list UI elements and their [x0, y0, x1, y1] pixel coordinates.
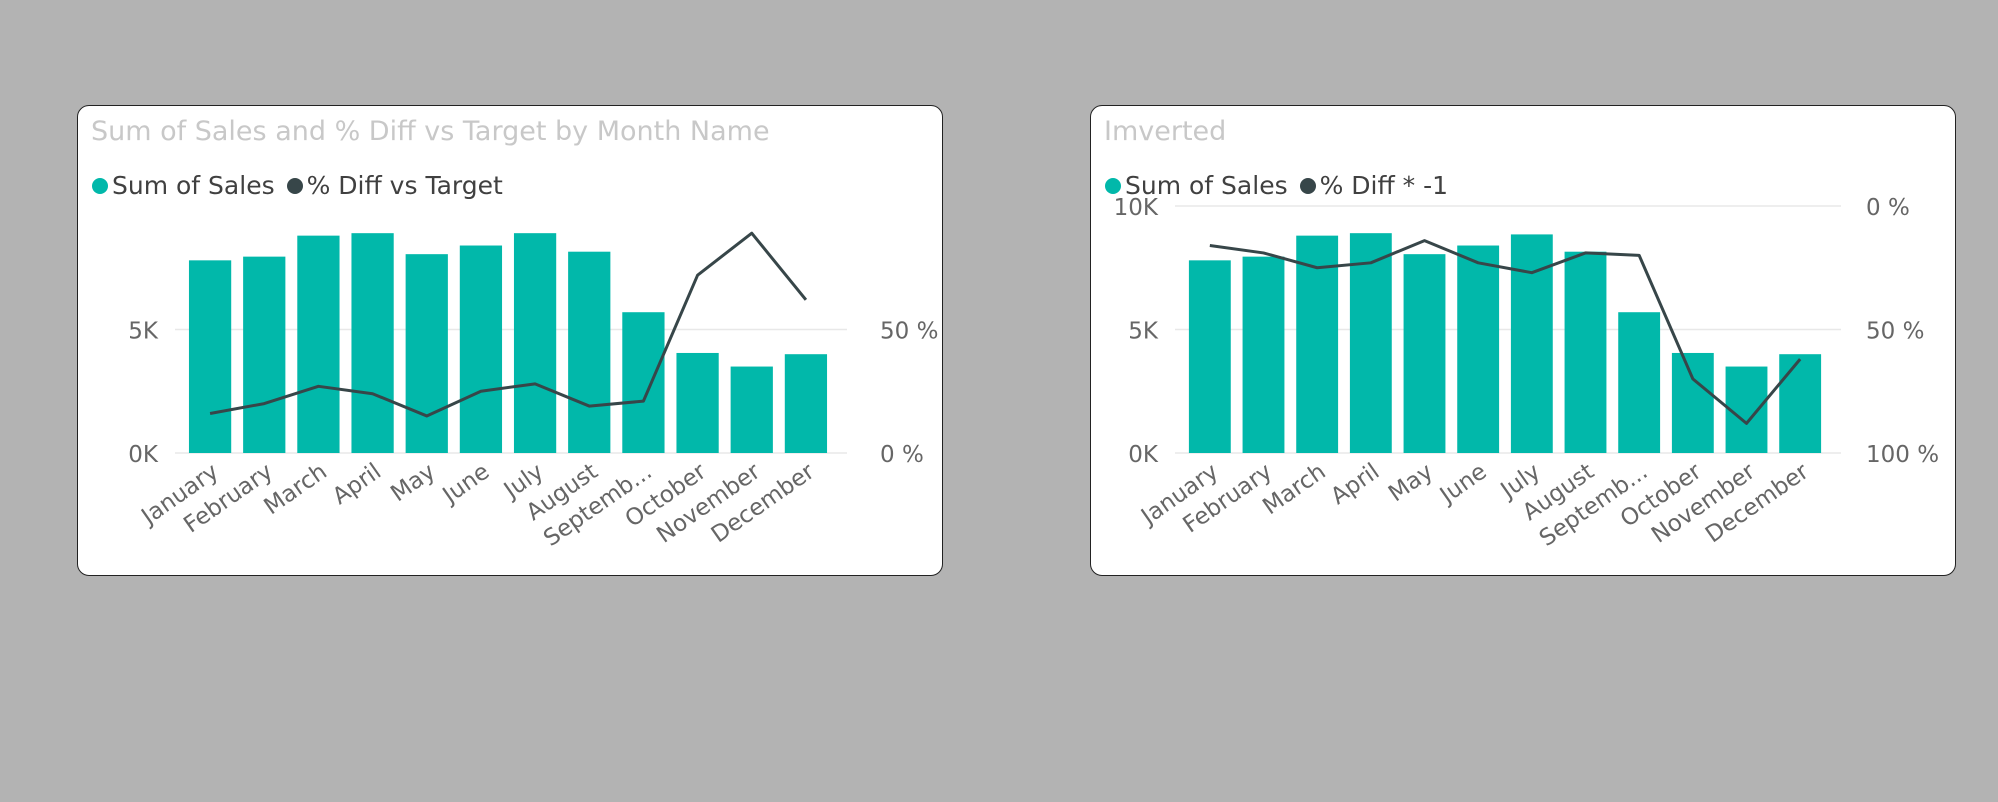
- x-category-label: May: [386, 459, 440, 508]
- bar[interactable]: [513, 233, 557, 453]
- bar[interactable]: [1564, 251, 1607, 453]
- bar[interactable]: [676, 352, 719, 453]
- y-left-tick-label: 5K: [1128, 319, 1159, 345]
- legend-item-sales[interactable]: Sum of Sales: [1105, 171, 1288, 200]
- y-left-tick-label: 10K: [1114, 195, 1159, 221]
- bar[interactable]: [1242, 256, 1285, 453]
- x-category-label: March: [260, 459, 332, 521]
- bar[interactable]: [1403, 254, 1446, 453]
- x-category-label: June: [1434, 459, 1492, 510]
- bar[interactable]: [730, 366, 773, 453]
- bar[interactable]: [405, 254, 448, 453]
- bar[interactable]: [459, 245, 503, 453]
- bar[interactable]: [351, 233, 394, 453]
- y-right-tick-label: 50 %: [880, 319, 938, 345]
- bar[interactable]: [1618, 312, 1661, 453]
- legend-dot-icon: [286, 177, 303, 194]
- chart-title: Sum of Sales and % Diff vs Target by Mon…: [91, 116, 770, 147]
- series-line: [1209, 239, 1802, 425]
- y-left-tick-label: 0K: [128, 442, 159, 468]
- bar[interactable]: [1296, 235, 1339, 453]
- legend-label: Sum of Sales: [112, 171, 275, 200]
- bar[interactable]: [1725, 366, 1768, 453]
- bar[interactable]: [297, 235, 340, 453]
- bar[interactable]: [1779, 354, 1822, 453]
- bar[interactable]: [1188, 260, 1231, 453]
- bar[interactable]: [243, 256, 286, 453]
- y-left-tick-label: 0K: [1128, 442, 1159, 468]
- bar[interactable]: [784, 354, 828, 453]
- y-right-tick-label: 100 %: [1866, 442, 1939, 468]
- legend-dot-icon: [1105, 177, 1121, 194]
- legend-dot-icon: [1299, 177, 1316, 194]
- y-right-tick-label: 0 %: [880, 442, 924, 468]
- x-category-label: April: [1326, 459, 1384, 510]
- chart-title: Imverted: [1104, 116, 1227, 147]
- legend-dot-icon: [92, 177, 108, 194]
- x-category-label: April: [328, 459, 386, 510]
- y-right-tick-label: 0 %: [1866, 195, 1910, 221]
- legend-label: % Diff vs Target: [306, 171, 503, 200]
- bar[interactable]: [1349, 233, 1392, 453]
- chart-legend: Sum of Sales % Diff * -1: [1105, 171, 1460, 200]
- x-category-label: March: [1258, 459, 1330, 521]
- legend-item-diff-inverted[interactable]: % Diff * -1: [1299, 171, 1449, 200]
- bar[interactable]: [1457, 245, 1500, 453]
- legend-item-sales[interactable]: Sum of Sales: [92, 171, 275, 200]
- legend-label: Sum of Sales: [1125, 171, 1288, 200]
- y-left-tick-label: 5K: [128, 319, 159, 345]
- legend-label: % Diff * -1: [1319, 171, 1449, 200]
- y-right-tick-label: 50 %: [1866, 319, 1924, 345]
- chart-card-inverted[interactable]: Imverted Sum of Sales % Diff * -1 0K 5K 10…: [1090, 105, 1956, 576]
- chart-legend: Sum of Sales % Diff vs Target: [92, 171, 515, 200]
- legend-item-diff[interactable]: % Diff vs Target: [286, 171, 503, 200]
- x-category-label: May: [1384, 459, 1438, 508]
- bar[interactable]: [188, 260, 232, 453]
- chart-card-sales-diff[interactable]: Sum of Sales and % Diff vs Target by Mon…: [77, 105, 943, 576]
- series-line: [209, 231, 808, 418]
- bar[interactable]: [568, 251, 611, 453]
- bar[interactable]: [622, 312, 665, 453]
- x-category-label: June: [437, 459, 495, 510]
- bar[interactable]: [1671, 352, 1714, 453]
